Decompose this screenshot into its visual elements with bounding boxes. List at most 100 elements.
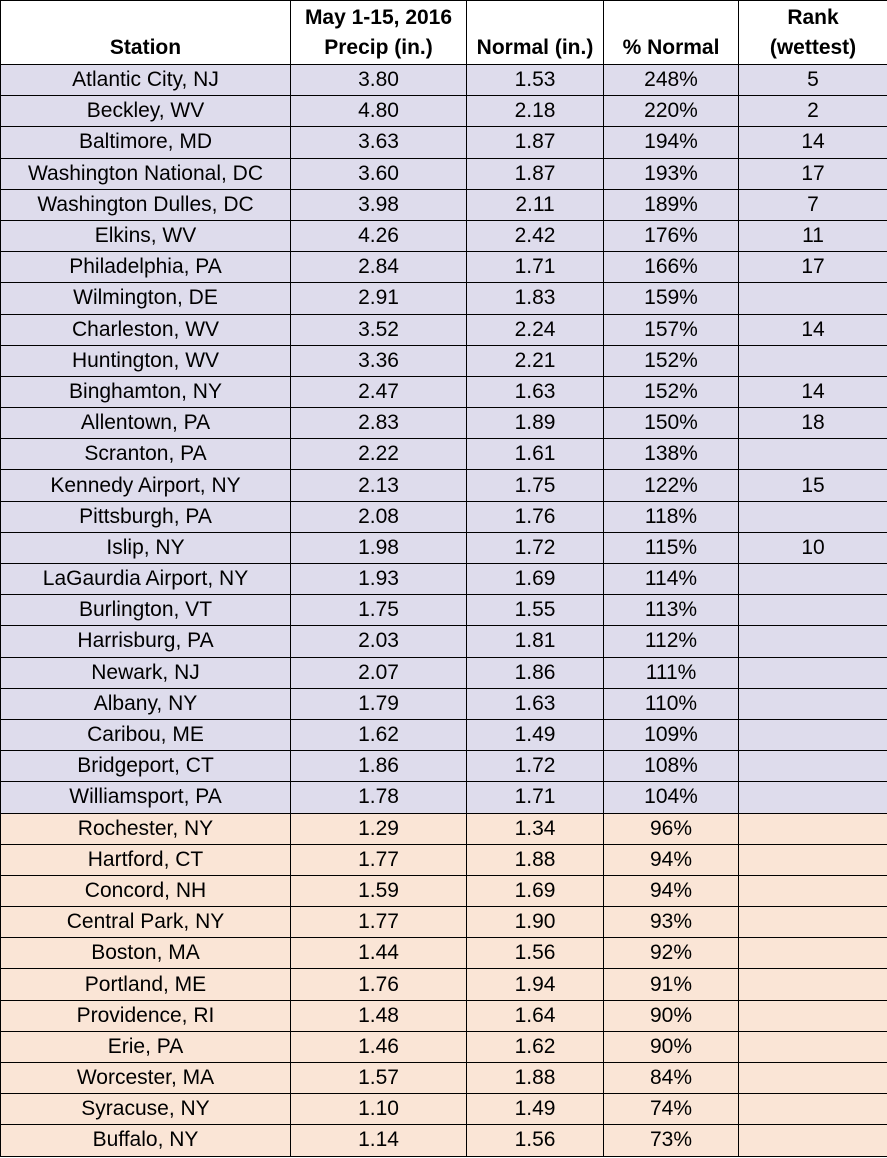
cell-precip: 1.44: [290, 937, 467, 970]
cell-rank: 18: [738, 407, 887, 440]
data-row: Portland, ME 1.76 1.94 91%: [0, 968, 887, 1001]
cell-rank: [738, 1093, 887, 1126]
cell-station: Burlington, VT: [0, 594, 291, 627]
cell-precip: 1.77: [290, 906, 467, 939]
cell-station: Williamsport, PA: [0, 781, 291, 814]
data-row: Newark, NJ 2.07 1.86 111%: [0, 656, 887, 689]
header-text: Normal (in.): [476, 36, 594, 59]
cell-rank: 15: [738, 469, 887, 502]
cell-pct-normal: 118%: [603, 500, 739, 533]
header-cell: Normal (in.): [466, 0, 604, 65]
data-row: Providence, RI 1.48 1.64 90%: [0, 999, 887, 1032]
cell-precip: 1.57: [290, 1061, 467, 1095]
data-row: Caribou, ME 1.62 1.49 109%: [0, 718, 887, 752]
cell-rank: [738, 843, 887, 876]
cell-precip: 3.80: [290, 63, 467, 97]
cell-rank: 17: [738, 251, 887, 284]
data-row: Washington National, DC 3.60 1.87 193% 17: [0, 157, 887, 190]
cell-normal: 1.56: [466, 937, 604, 970]
cell-pct-normal: 96%: [603, 812, 739, 845]
cell-rank: [738, 968, 887, 1001]
cell-pct-normal: 193%: [603, 157, 739, 190]
cell-rank: [738, 625, 887, 658]
cell-pct-normal: 93%: [603, 906, 739, 939]
cell-precip: 1.79: [290, 687, 467, 720]
cell-station: Boston, MA: [0, 937, 291, 970]
cell-rank: 2: [738, 95, 887, 128]
cell-pct-normal: 152%: [603, 344, 739, 377]
data-row: Islip, NY 1.98 1.72 115% 10: [0, 531, 887, 565]
cell-station: Huntington, WV: [0, 344, 291, 377]
cell-normal: 1.63: [466, 687, 604, 720]
cell-precip: 1.62: [290, 718, 467, 752]
cell-precip: 2.22: [290, 438, 467, 471]
cell-pct-normal: 109%: [603, 718, 739, 752]
data-row: Williamsport, PA 1.78 1.71 104%: [0, 781, 887, 814]
cell-precip: 2.03: [290, 625, 467, 658]
cell-station: Syracuse, NY: [0, 1093, 291, 1126]
cell-normal: 1.87: [466, 157, 604, 190]
cell-precip: 2.83: [290, 407, 467, 440]
data-row: LaGaurdia Airport, NY 1.93 1.69 114%: [0, 562, 887, 596]
cell-precip: 3.52: [290, 313, 467, 346]
cell-rank: 17: [738, 157, 887, 190]
cell-station: Albany, NY: [0, 687, 291, 720]
cell-pct-normal: 176%: [603, 219, 739, 253]
data-row: Burlington, VT 1.75 1.55 113%: [0, 594, 887, 627]
cell-normal: 1.49: [466, 718, 604, 752]
cell-rank: 14: [738, 375, 887, 409]
cell-precip: 1.76: [290, 968, 467, 1001]
cell-normal: 1.61: [466, 438, 604, 471]
header-cell: Station: [0, 0, 291, 65]
cell-station: Binghamton, NY: [0, 375, 291, 409]
cell-pct-normal: 84%: [603, 1061, 739, 1095]
data-row: Syracuse, NY 1.10 1.49 74%: [0, 1093, 887, 1126]
data-row: Central Park, NY 1.77 1.90 93%: [0, 906, 887, 939]
header-text: Rank: [787, 6, 839, 29]
data-row: Atlantic City, NJ 3.80 1.53 248% 5: [0, 63, 887, 97]
cell-station: Rochester, NY: [0, 812, 291, 845]
cell-normal: 1.71: [466, 781, 604, 814]
cell-station: Portland, ME: [0, 968, 291, 1001]
cell-pct-normal: 74%: [603, 1093, 739, 1126]
cell-rank: [738, 656, 887, 689]
cell-rank: [738, 750, 887, 783]
cell-pct-normal: 150%: [603, 407, 739, 440]
cell-normal: 1.81: [466, 625, 604, 658]
cell-normal: 1.88: [466, 1061, 604, 1095]
cell-precip: 1.86: [290, 750, 467, 783]
cell-pct-normal: 112%: [603, 625, 739, 658]
cell-precip: 1.14: [290, 1124, 467, 1157]
cell-normal: 1.75: [466, 469, 604, 502]
cell-station: Buffalo, NY: [0, 1124, 291, 1157]
cell-precip: 1.98: [290, 531, 467, 565]
cell-pct-normal: 248%: [603, 63, 739, 97]
cell-pct-normal: 122%: [603, 469, 739, 502]
cell-rank: 10: [738, 531, 887, 565]
cell-station: Washington Dulles, DC: [0, 188, 291, 221]
data-row: Bridgeport, CT 1.86 1.72 108%: [0, 750, 887, 783]
header-text: % Normal: [622, 36, 720, 59]
cell-rank: [738, 1030, 887, 1064]
cell-precip: 1.77: [290, 843, 467, 876]
cell-pct-normal: 114%: [603, 562, 739, 596]
cell-rank: [738, 937, 887, 970]
data-row: Beckley, WV 4.80 2.18 220% 2: [0, 95, 887, 128]
data-row: Huntington, WV 3.36 2.21 152%: [0, 344, 887, 377]
cell-rank: 14: [738, 126, 887, 159]
cell-precip: 3.98: [290, 188, 467, 221]
cell-station: Worcester, MA: [0, 1061, 291, 1095]
cell-rank: [738, 687, 887, 720]
data-row: Worcester, MA 1.57 1.88 84%: [0, 1061, 887, 1095]
cell-station: Allentown, PA: [0, 407, 291, 440]
cell-station: Baltimore, MD: [0, 126, 291, 159]
cell-rank: [738, 438, 887, 471]
cell-pct-normal: 104%: [603, 781, 739, 814]
cell-rank: 7: [738, 188, 887, 221]
cell-precip: 1.93: [290, 562, 467, 596]
data-row: Wilmington, DE 2.91 1.83 159%: [0, 282, 887, 315]
cell-pct-normal: 166%: [603, 251, 739, 284]
data-row: Harrisburg, PA 2.03 1.81 112%: [0, 625, 887, 658]
cell-normal: 1.87: [466, 126, 604, 159]
